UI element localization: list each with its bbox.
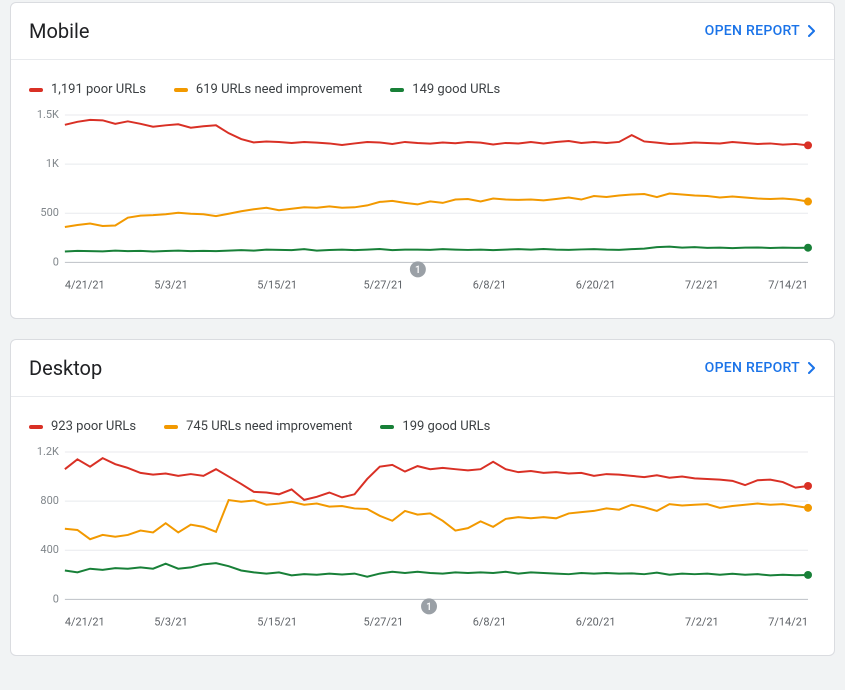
svg-text:400: 400 [40, 543, 58, 556]
svg-text:1.5K: 1.5K [37, 108, 59, 121]
svg-text:6/8/21: 6/8/21 [473, 616, 507, 629]
legend-swatch-needs [174, 88, 188, 92]
legend-label-poor: 923 poor URLs [51, 419, 136, 434]
desktop-legend: 923 poor URLs 745 URLs need improvement … [11, 397, 834, 440]
svg-text:7/14/21: 7/14/21 [768, 616, 808, 629]
chevron-right-icon [808, 25, 816, 37]
legend-swatch-poor [29, 88, 43, 92]
svg-text:800: 800 [40, 494, 58, 507]
legend-item-good: 199 good URLs [380, 419, 490, 434]
desktop-card: Desktop OPEN REPORT 923 poor URLs 745 UR… [10, 339, 835, 656]
mobile-chart-wrap: 0 500 1K 1.5K 1 4/21/21 5/3/21 5/15/21 5/27/21 6/… [11, 103, 834, 318]
legend-item-poor: 1,191 poor URLs [29, 82, 146, 97]
svg-text:1K: 1K [46, 157, 59, 170]
svg-text:1: 1 [426, 602, 432, 613]
svg-text:1: 1 [415, 265, 421, 276]
desktop-card-header: Desktop OPEN REPORT [11, 340, 834, 396]
svg-text:5/27/21: 5/27/21 [363, 278, 403, 291]
svg-text:5/15/21: 5/15/21 [257, 278, 297, 291]
legend-label-needs: 619 URLs need improvement [196, 82, 362, 97]
open-report-link[interactable]: OPEN REPORT [705, 23, 816, 39]
svg-text:7/14/21: 7/14/21 [768, 278, 808, 291]
desktop-chart: 0 400 800 1.2K 1 4/21/21 5/3/21 5/15/21 5/27/21 6… [29, 440, 816, 639]
chevron-right-icon [808, 362, 816, 374]
legend-swatch-good [390, 88, 404, 92]
legend-swatch-good [380, 425, 394, 429]
svg-text:6/8/21: 6/8/21 [473, 278, 507, 291]
open-report-link[interactable]: OPEN REPORT [705, 360, 816, 376]
page-root: Mobile OPEN REPORT 1,191 poor URLs 619 U… [0, 0, 845, 690]
legend-swatch-poor [29, 425, 43, 429]
mobile-chart: 0 500 1K 1.5K 1 4/21/21 5/3/21 5/15/21 5/27/21 6/… [29, 103, 816, 302]
legend-swatch-needs [164, 425, 178, 429]
svg-text:5/27/21: 5/27/21 [363, 616, 403, 629]
legend-label-poor: 1,191 poor URLs [51, 82, 146, 97]
svg-text:5/3/21: 5/3/21 [154, 616, 188, 629]
mobile-title: Mobile [29, 19, 89, 43]
open-report-label: OPEN REPORT [705, 360, 800, 376]
svg-text:6/20/21: 6/20/21 [576, 278, 616, 291]
legend-item-needs: 619 URLs need improvement [174, 82, 362, 97]
mobile-card-header: Mobile OPEN REPORT [11, 3, 834, 59]
mobile-card: Mobile OPEN REPORT 1,191 poor URLs 619 U… [10, 2, 835, 319]
desktop-chart-wrap: 0 400 800 1.2K 1 4/21/21 5/3/21 5/15/21 5/27/21 6… [11, 440, 834, 655]
svg-text:0: 0 [53, 255, 59, 268]
legend-label-needs: 745 URLs need improvement [186, 419, 352, 434]
svg-text:5/15/21: 5/15/21 [257, 616, 297, 629]
svg-text:5/3/21: 5/3/21 [154, 278, 188, 291]
open-report-label: OPEN REPORT [705, 23, 800, 39]
svg-text:4/21/21: 4/21/21 [65, 616, 105, 629]
svg-text:1.2K: 1.2K [37, 445, 59, 458]
desktop-title: Desktop [29, 356, 102, 380]
svg-text:4/21/21: 4/21/21 [65, 278, 105, 291]
legend-item-poor: 923 poor URLs [29, 419, 136, 434]
svg-text:6/20/21: 6/20/21 [576, 616, 616, 629]
svg-text:7/2/21: 7/2/21 [685, 278, 719, 291]
legend-item-good: 149 good URLs [390, 82, 500, 97]
legend-label-good: 199 good URLs [402, 419, 490, 434]
legend-item-needs: 745 URLs need improvement [164, 419, 352, 434]
mobile-legend: 1,191 poor URLs 619 URLs need improvemen… [11, 60, 834, 103]
svg-text:500: 500 [40, 206, 58, 219]
legend-label-good: 149 good URLs [412, 82, 500, 97]
svg-text:7/2/21: 7/2/21 [685, 616, 719, 629]
svg-text:0: 0 [53, 593, 59, 606]
